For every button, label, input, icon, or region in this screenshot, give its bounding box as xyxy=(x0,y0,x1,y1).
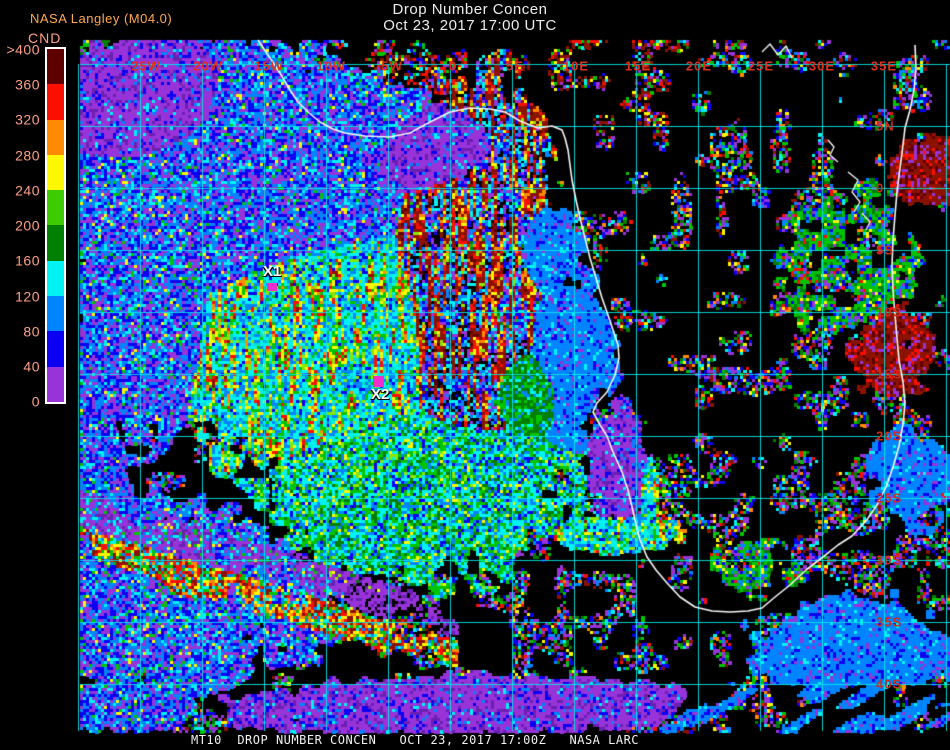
colorbar-segment xyxy=(47,331,64,367)
colorbar-segment xyxy=(47,296,64,332)
colorbar-segment xyxy=(47,190,64,226)
nasa-langley-brand: NASA Langley (M04.0) xyxy=(30,11,173,26)
colorbar-segment xyxy=(47,119,64,155)
colorbar-title: CND xyxy=(28,30,62,46)
colorbar xyxy=(45,47,66,404)
colorbar-segment xyxy=(47,225,64,261)
colorbar-segment xyxy=(47,260,64,297)
colorbar-segment xyxy=(47,84,64,120)
title-line2: Oct 23, 2017 17:00 UTC xyxy=(383,17,557,34)
colorbar-segment xyxy=(47,49,64,85)
title-line1: Drop Number Concen xyxy=(392,1,548,18)
colorbar-segment xyxy=(47,366,64,402)
map-title: Drop Number Concen Oct 23, 2017 17:00 UT… xyxy=(0,2,940,34)
colorbar-segment xyxy=(47,154,64,191)
status-bar: MT10 DROP NUMBER CONCEN OCT 23, 2017 17:… xyxy=(190,733,640,747)
